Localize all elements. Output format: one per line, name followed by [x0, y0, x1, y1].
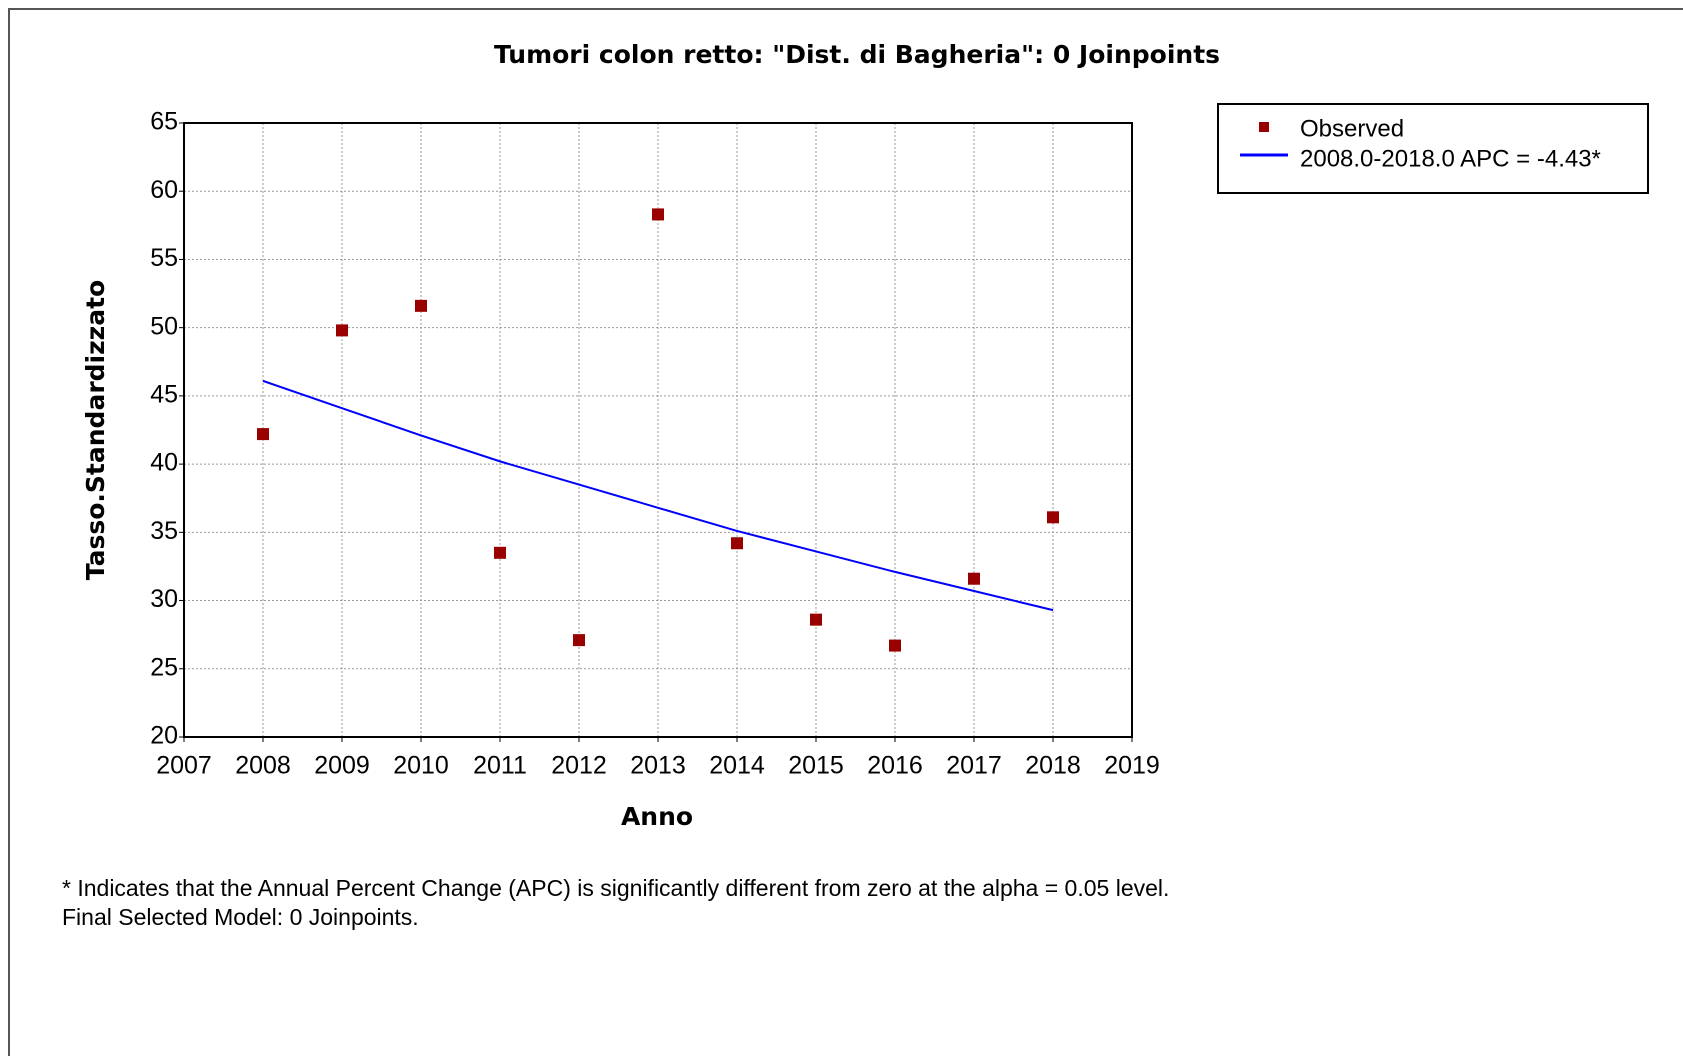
x-tick-label: 2015	[788, 752, 844, 780]
y-tick-label: 55	[150, 244, 178, 272]
y-tick-label: 60	[150, 176, 178, 204]
x-tick-label: 2008	[235, 752, 291, 780]
x-axis-label: Anno	[621, 802, 693, 831]
x-tick-label: 2007	[156, 752, 212, 780]
legend-label: 2008.0-2018.0 APC = -4.43*	[1300, 145, 1601, 172]
y-tick-label: 65	[150, 108, 178, 136]
legend-marker	[1259, 122, 1269, 132]
x-tick-label: 2013	[630, 752, 686, 780]
y-tick-label: 50	[150, 312, 178, 340]
x-tick-label: 2016	[867, 752, 923, 780]
frame	[8, 8, 1683, 1056]
footnote: * Indicates that the Annual Percent Chan…	[62, 875, 1169, 901]
x-tick-label: 2009	[314, 752, 370, 780]
point	[731, 537, 743, 550]
trend-line	[262, 379, 1054, 612]
point	[968, 572, 980, 585]
x-tick-label: 2011	[473, 752, 527, 780]
y-tick-label: 35	[150, 517, 178, 545]
y-tick-label: 25	[150, 653, 178, 681]
y-tick-label: 20	[150, 722, 178, 750]
y-tick-label: 45	[150, 380, 178, 408]
point	[810, 613, 822, 626]
footnote: Final Selected Model: 0 Joinpoints.	[62, 904, 419, 930]
point	[257, 428, 269, 441]
x-tick-label: 2018	[1025, 752, 1081, 780]
legend-label: Observed	[1300, 115, 1404, 142]
point	[889, 639, 901, 652]
chart-title: Tumori colon retto: "Dist. di Bagheria":…	[494, 40, 1220, 69]
point	[1047, 511, 1059, 524]
x-tick-label: 2012	[551, 752, 607, 780]
x-tick-label: 2014	[709, 752, 765, 780]
plot-area	[183, 122, 1133, 738]
y-tick-label: 30	[150, 585, 178, 613]
point	[415, 299, 427, 312]
legend-box	[1217, 103, 1649, 194]
x-tick-label: 2017	[946, 752, 1002, 780]
point	[652, 208, 664, 221]
point	[573, 634, 585, 647]
x-tick-label: 2019	[1104, 752, 1160, 780]
point	[494, 546, 506, 559]
y-tick-label: 40	[150, 449, 178, 477]
y-axis-label: Tasso.Standardizzato	[81, 280, 110, 580]
point	[336, 324, 348, 337]
x-tick-label: 2010	[393, 752, 449, 780]
